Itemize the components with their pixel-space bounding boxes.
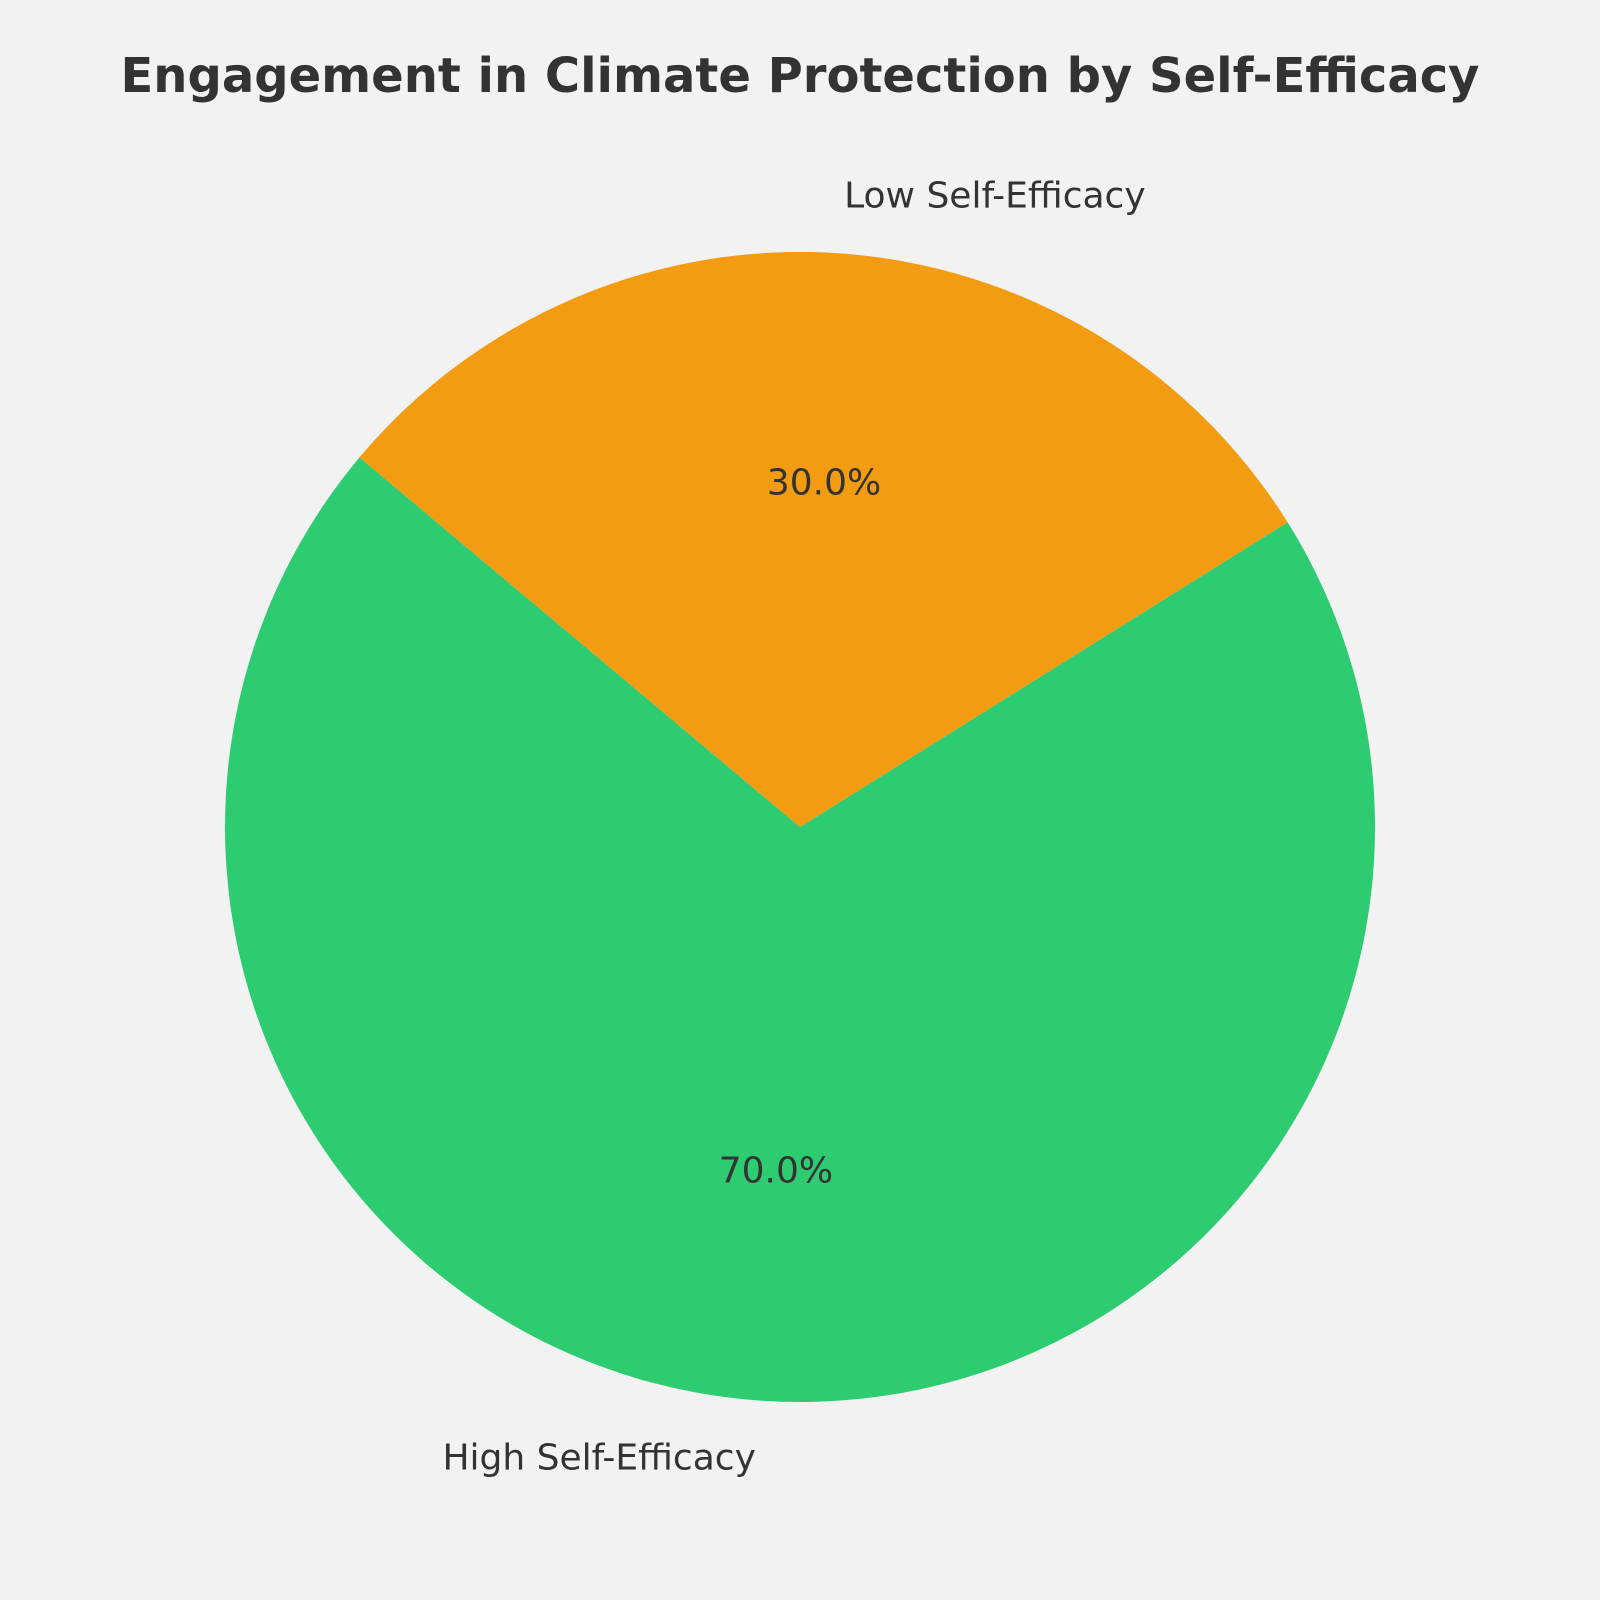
pie-slice-low-self-efficacy (359, 252, 1288, 827)
pie-labels: 70.0% High Self-Efficacy 30.0% Low Self-Eff… (442, 176, 1145, 1479)
pie-category-label-high-self-efficacy: High Self-Efficacy (442, 1437, 755, 1478)
chart-title: Engagement in Climate Protection by Self… (121, 48, 1480, 104)
pie-category-label-low-self-efficacy: Low Self-Efficacy (844, 176, 1146, 217)
pie-slice-high-self-efficacy (225, 457, 1375, 1403)
pie-slices (225, 252, 1375, 1403)
pie-value-label-low-self-efficacy: 30.0% (767, 462, 881, 503)
pie-value-label-high-self-efficacy: 70.0% (719, 1151, 833, 1192)
